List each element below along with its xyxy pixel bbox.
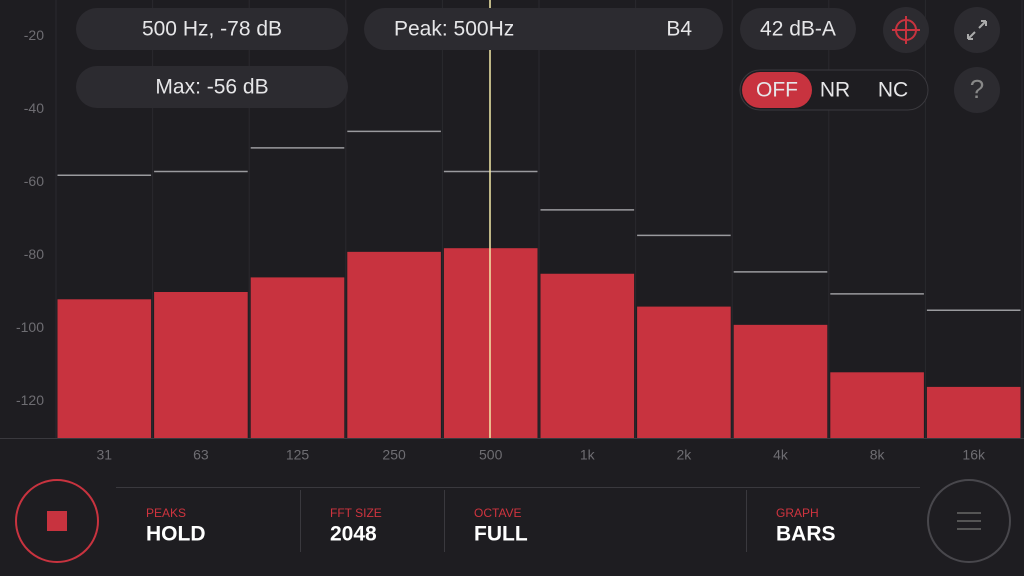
note-readout: B4 [666, 18, 692, 41]
x-tick-label: 4k [773, 447, 789, 463]
level-pill [740, 8, 856, 50]
bar [57, 299, 152, 438]
menu-button[interactable] [927, 479, 1011, 563]
bar [830, 372, 924, 438]
max-readout: Max: -56 dB [155, 76, 268, 99]
x-tick-label: 63 [193, 447, 209, 463]
plot: -20 -40 -60 -80 -100 -120 31 63 125 250 500 1k 2k 4k 8… [16, 27, 1021, 463]
y-tick-label: -40 [24, 100, 44, 116]
setting-value[interactable]: HOLD [146, 523, 206, 546]
setting-value[interactable]: BARS [776, 523, 836, 546]
x-tick-label: 1k [580, 447, 596, 463]
x-tick-label: 31 [97, 447, 113, 463]
y-tick-label: -20 [24, 27, 44, 43]
bar [540, 273, 635, 438]
bar [733, 324, 828, 438]
y-tick-label: -100 [16, 319, 44, 335]
y-tick-label: -60 [24, 173, 44, 189]
help-button[interactable] [954, 67, 1000, 113]
mode-nr[interactable]: NR [820, 79, 850, 102]
stop-button[interactable] [15, 479, 99, 563]
bar [250, 277, 345, 438]
max-pill [76, 66, 348, 108]
x-tick-label: 2k [677, 447, 693, 463]
peak-pill [364, 8, 723, 50]
crosshair-button[interactable] [883, 7, 929, 53]
readout-pill [76, 8, 348, 50]
y-tick-label: -80 [24, 246, 44, 262]
bar [347, 251, 441, 438]
peak-readout: Peak: 500Hz [394, 18, 514, 41]
mode-nc[interactable]: NC [878, 79, 908, 102]
x-tick-label: 500 [479, 447, 503, 463]
setting-label: PEAKS [146, 506, 186, 520]
setting-value[interactable]: FULL [474, 523, 528, 546]
level-readout: 42 dB-A [760, 18, 836, 41]
y-tick-label: -120 [16, 392, 44, 408]
mode-off[interactable]: OFF [756, 79, 798, 102]
x-tick-label: 125 [286, 447, 310, 463]
x-tick-label: 8k [870, 447, 886, 463]
mode-selected [742, 72, 812, 108]
bar [154, 292, 248, 438]
help-icon: ? [970, 74, 984, 104]
setting-label: OCTAVE [474, 506, 522, 520]
setting-value[interactable]: 2048 [330, 523, 377, 546]
fullscreen-button[interactable] [954, 7, 1000, 53]
x-tick-label: 16k [962, 447, 986, 463]
x-tick-label: 250 [382, 447, 406, 463]
cursor-readout: 500 Hz, -78 dB [142, 18, 282, 41]
setting-label: GRAPH [776, 506, 819, 520]
bar [926, 386, 1021, 438]
bar [637, 306, 731, 438]
setting-label: FFT SIZE [330, 506, 382, 520]
